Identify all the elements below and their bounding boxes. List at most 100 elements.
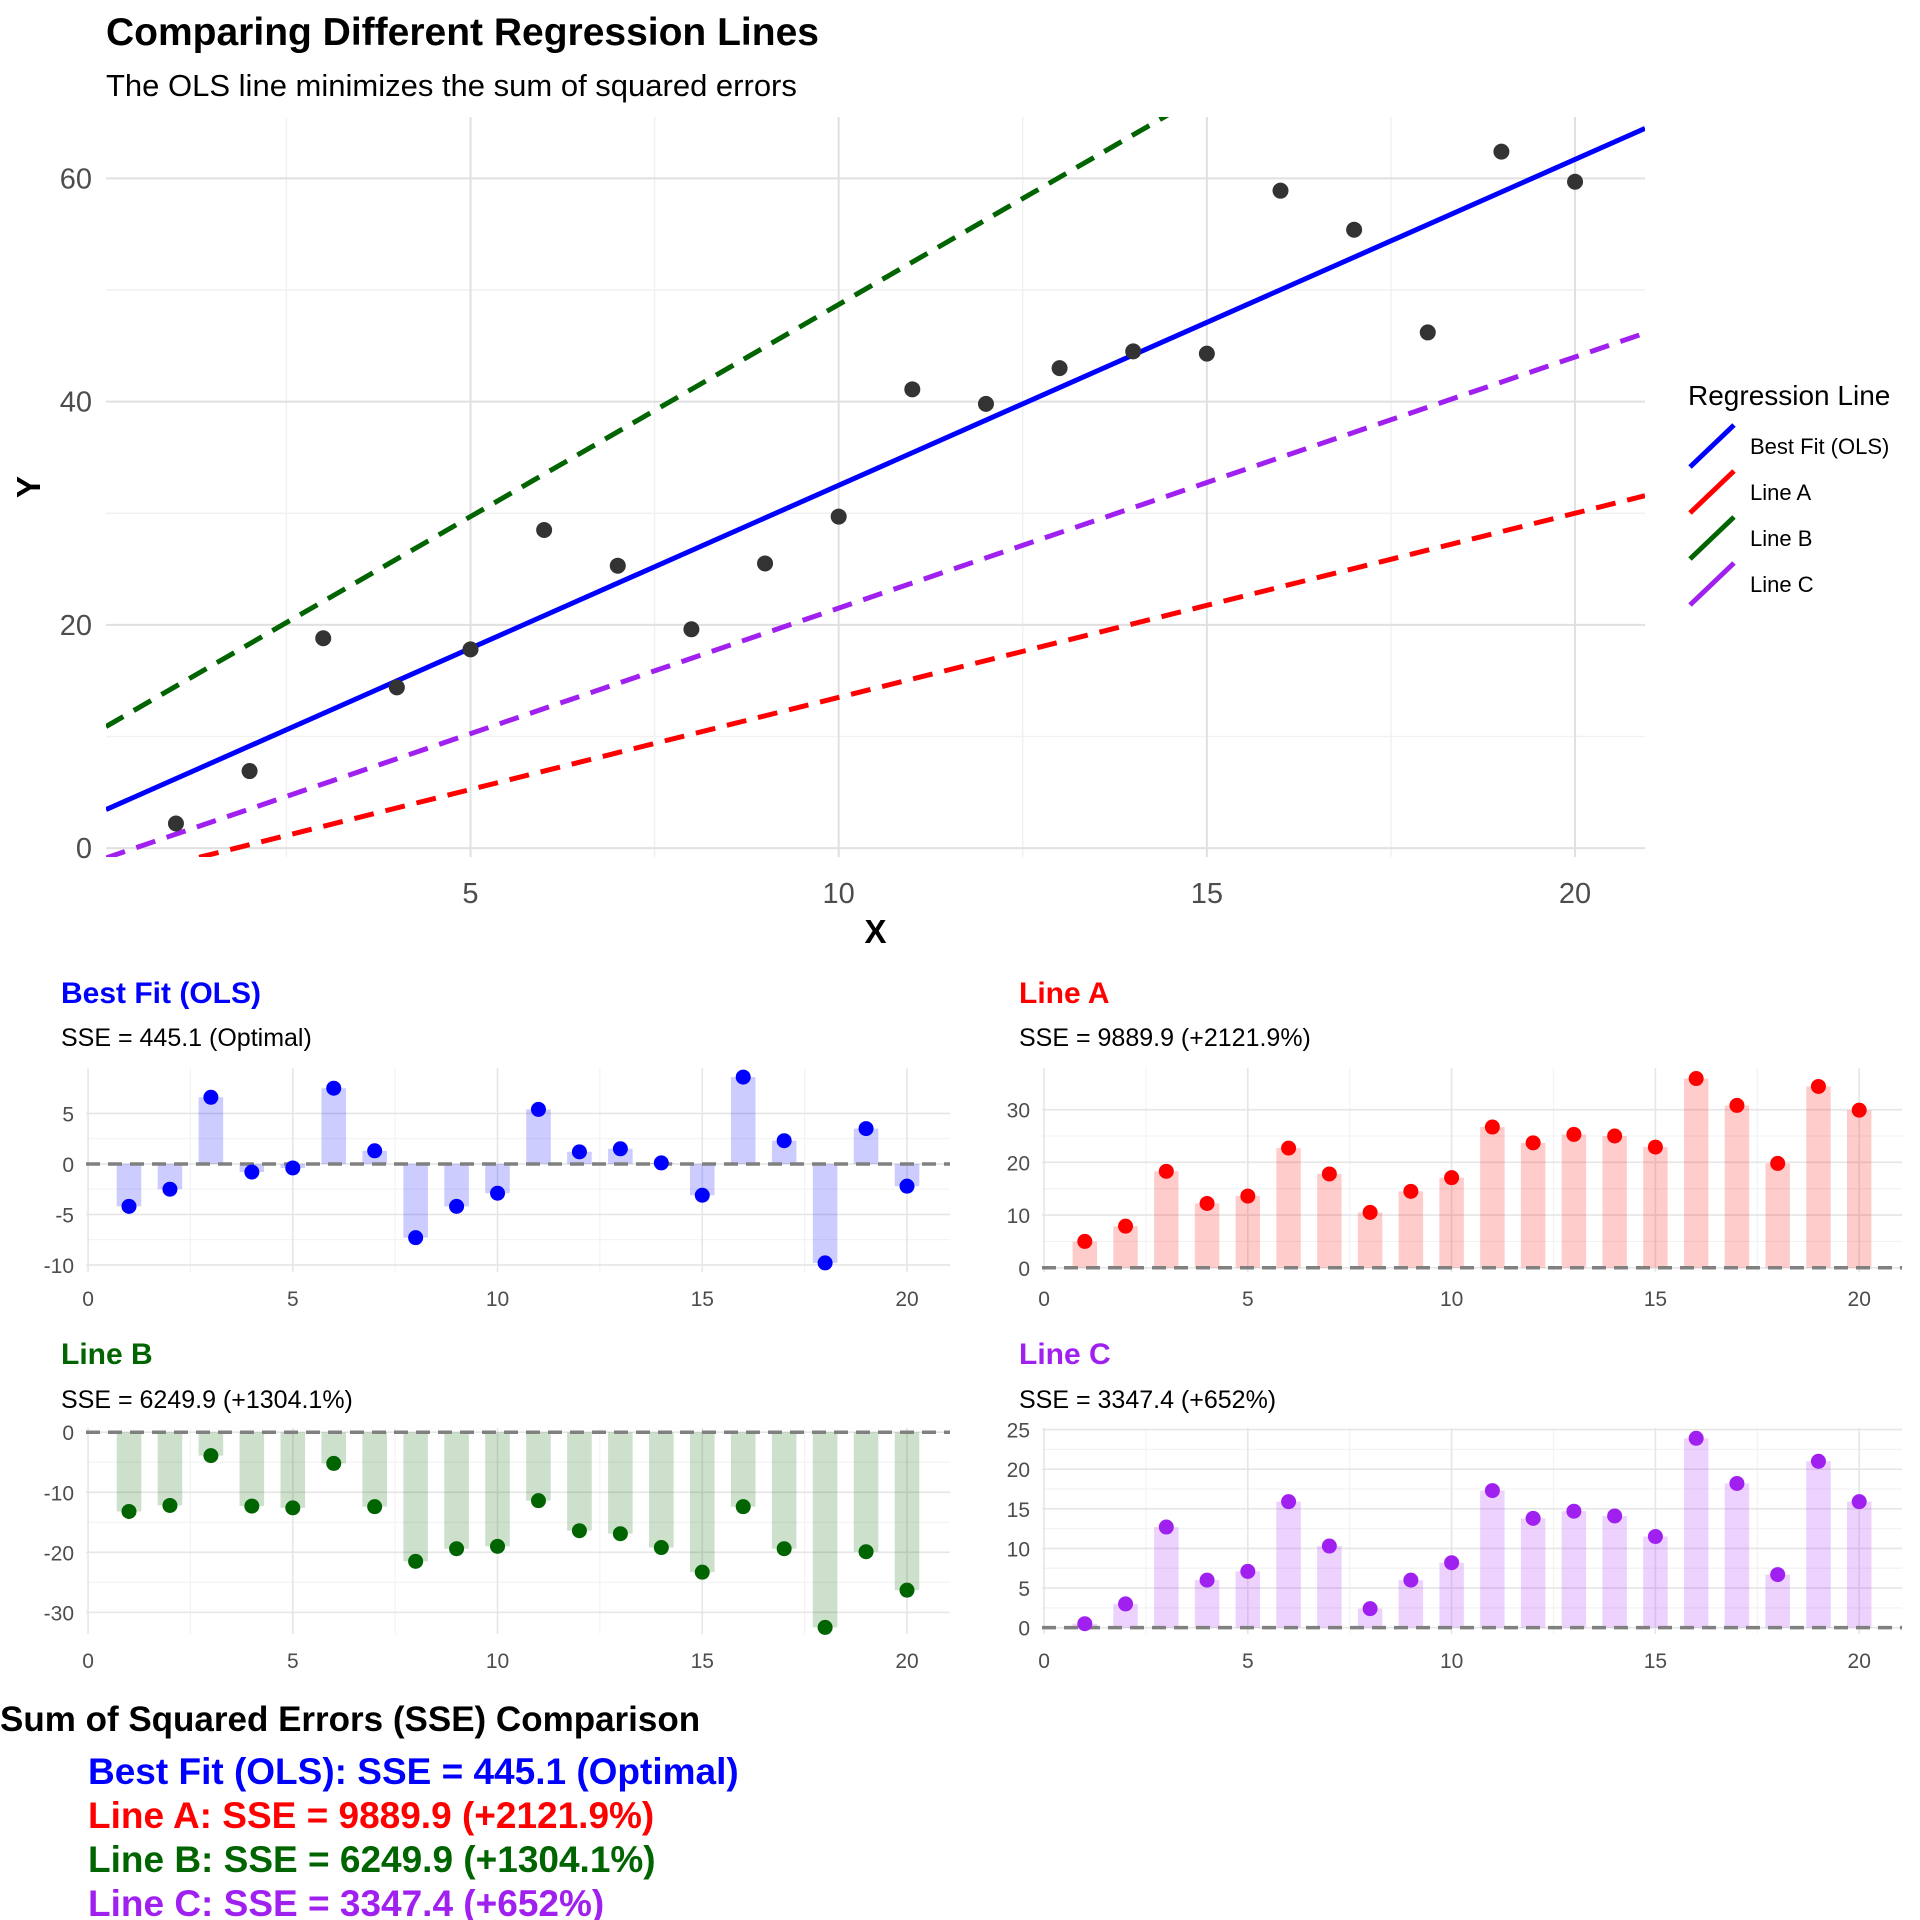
residual-point bbox=[1281, 1140, 1297, 1156]
residual-point bbox=[449, 1198, 465, 1214]
panel-line-c: Line C SSE = 3347.4 (+652%) 0 5 10 15 20 25 20 15… bbox=[1007, 1338, 1902, 1673]
residual-bar bbox=[1398, 1580, 1424, 1628]
residual-point bbox=[1810, 1453, 1826, 1469]
residual-bar bbox=[116, 1432, 142, 1512]
residual-point bbox=[1281, 1494, 1297, 1510]
residual-bar bbox=[157, 1432, 183, 1506]
panel-y-tick-label: 5 bbox=[62, 1103, 74, 1126]
data-point bbox=[977, 395, 994, 412]
data-point bbox=[609, 557, 626, 574]
panel-y-tick-label: -30 bbox=[44, 1602, 74, 1625]
panel-title: Line C bbox=[1019, 1338, 1111, 1371]
residual-point bbox=[1647, 1529, 1663, 1545]
panel-x-tick-label: 20 bbox=[895, 1650, 918, 1673]
main-x-tick-label: 15 bbox=[1191, 878, 1223, 910]
residual-point bbox=[1566, 1126, 1582, 1142]
residual-bar bbox=[1276, 1148, 1301, 1268]
panel-y-tick-label: 10 bbox=[1007, 1205, 1030, 1228]
residual-bar bbox=[198, 1097, 224, 1164]
panel-x-tick-label: 15 bbox=[691, 1650, 714, 1673]
residual-point bbox=[1240, 1563, 1256, 1579]
residual-point bbox=[1484, 1119, 1500, 1135]
summary-title: Sum of Squared Errors (SSE) Comparison bbox=[0, 1700, 700, 1739]
residual-point bbox=[244, 1164, 260, 1180]
data-point bbox=[683, 621, 700, 638]
residual-point bbox=[571, 1144, 587, 1160]
residual-point bbox=[1362, 1204, 1378, 1220]
data-point bbox=[536, 521, 553, 538]
residual-point bbox=[1118, 1596, 1134, 1612]
residual-point bbox=[1566, 1503, 1582, 1519]
main-subtitle: The OLS line minimizes the sum of square… bbox=[106, 68, 797, 103]
residual-point bbox=[285, 1160, 301, 1176]
residual-point bbox=[121, 1503, 137, 1519]
residual-bar bbox=[853, 1432, 879, 1552]
residual-point bbox=[776, 1133, 792, 1149]
residual-point bbox=[653, 1540, 669, 1556]
panel-subtitle: SSE = 445.1 (Optimal) bbox=[61, 1024, 312, 1052]
data-point bbox=[167, 815, 184, 832]
residual-bar bbox=[526, 1109, 551, 1164]
residual-bar bbox=[771, 1432, 797, 1549]
panel-x-tick-label: 5 bbox=[287, 1288, 299, 1311]
residual-point bbox=[1770, 1155, 1786, 1171]
residual-bar bbox=[1235, 1196, 1261, 1268]
residual-bar bbox=[1154, 1171, 1179, 1268]
line-a bbox=[190, 493, 1645, 857]
panel-title: Line A bbox=[1019, 977, 1110, 1010]
residual-point bbox=[203, 1448, 219, 1464]
data-point bbox=[757, 555, 774, 572]
residual-bar bbox=[1480, 1127, 1505, 1268]
residual-point bbox=[1688, 1071, 1704, 1087]
residual-bar bbox=[894, 1163, 920, 1187]
panel-x-tick-label: 5 bbox=[1242, 1650, 1254, 1673]
residual-bar bbox=[894, 1432, 920, 1591]
residual-point bbox=[285, 1500, 301, 1516]
residual-point bbox=[490, 1538, 506, 1554]
residual-point bbox=[1158, 1519, 1174, 1535]
residual-point bbox=[1770, 1567, 1786, 1583]
legend-title: Regression Line bbox=[1688, 380, 1890, 411]
panel-y-tick-label: 25 bbox=[1007, 1420, 1030, 1443]
residual-point bbox=[735, 1499, 751, 1515]
panel-y-tick-label: 20 bbox=[1007, 1152, 1030, 1175]
residual-point bbox=[1199, 1195, 1215, 1211]
panel-y-tick-label: -20 bbox=[44, 1542, 74, 1565]
residual-bar bbox=[1561, 1511, 1587, 1628]
panel-x-tick-label: 20 bbox=[895, 1288, 918, 1311]
panel-x-tick-label: 15 bbox=[1644, 1288, 1667, 1311]
main-y-tick-label: 0 bbox=[76, 833, 92, 865]
panel-title: Line B bbox=[61, 1338, 153, 1371]
residual-point bbox=[121, 1198, 137, 1214]
panel-subtitle: SSE = 9889.9 (+2121.9%) bbox=[1019, 1024, 1311, 1052]
residual-bar bbox=[649, 1432, 674, 1548]
main-data-points bbox=[167, 143, 1584, 832]
residual-bar bbox=[1357, 1608, 1383, 1628]
residual-bar bbox=[403, 1163, 428, 1238]
legend-key bbox=[1688, 423, 1736, 469]
summary-line: Line B: SSE = 6249.9 (+1304.1%) bbox=[88, 1839, 656, 1880]
main-y-axis-label: Y bbox=[10, 476, 47, 498]
data-point bbox=[315, 630, 332, 647]
main-x-tick-label: 10 bbox=[823, 878, 855, 910]
panel-y-tick-label: 0 bbox=[1018, 1618, 1030, 1641]
panel-subtitle: SSE = 6249.9 (+1304.1%) bbox=[61, 1386, 353, 1414]
residual-point bbox=[858, 1544, 874, 1560]
residual-point bbox=[1077, 1233, 1093, 1249]
residual-bar bbox=[1113, 1603, 1138, 1628]
legend-label: Line A bbox=[1750, 480, 1811, 505]
residual-bar bbox=[1520, 1518, 1546, 1628]
residual-bar bbox=[730, 1432, 756, 1507]
residual-point bbox=[694, 1187, 710, 1203]
main-y-tick-label: 20 bbox=[60, 610, 92, 642]
panel-x-tick-label: 10 bbox=[1440, 1288, 1463, 1311]
residual-point bbox=[1810, 1078, 1826, 1094]
residual-bar bbox=[198, 1432, 224, 1456]
residual-point bbox=[1321, 1538, 1337, 1554]
residual-point bbox=[1484, 1483, 1500, 1499]
residual-point bbox=[1118, 1218, 1134, 1234]
residual-bar bbox=[1194, 1203, 1220, 1268]
panel-grid bbox=[86, 1068, 950, 1272]
panel-y-tick-label: -5 bbox=[55, 1204, 74, 1227]
